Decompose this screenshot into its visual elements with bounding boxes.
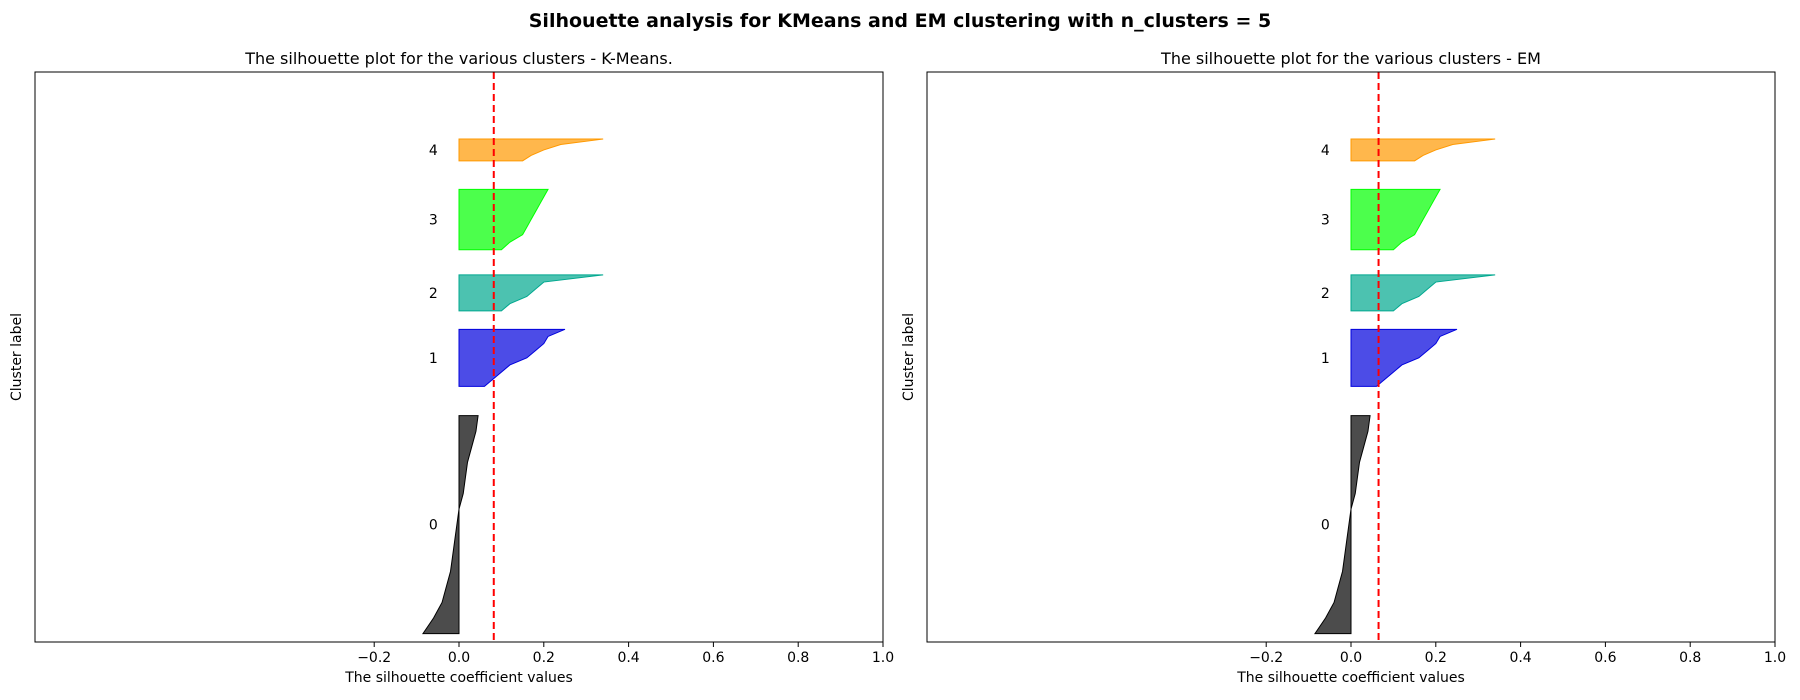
cluster-3-silhouette bbox=[458, 188, 549, 251]
x-tick-label: 1.0 bbox=[872, 650, 894, 666]
figure-suptitle: Silhouette analysis for KMeans and EM cl… bbox=[528, 10, 1272, 32]
cluster-1-silhouette bbox=[1350, 328, 1458, 387]
y-axis-label: Cluster label bbox=[9, 313, 25, 401]
silhouette-chart-kmeans: The silhouette plot for the various clus… bbox=[9, 49, 894, 686]
silhouette-chart-em: The silhouette plot for the various clus… bbox=[901, 49, 1786, 686]
x-tick-label: 0.2 bbox=[1425, 650, 1447, 666]
cluster-0-silhouette bbox=[422, 415, 479, 635]
chart-title: The silhouette plot for the various clus… bbox=[1160, 49, 1541, 68]
cluster-label-2: 2 bbox=[1321, 286, 1330, 302]
y-axis-label: Cluster label bbox=[901, 313, 917, 401]
x-axis-label: The silhouette coefficient values bbox=[1236, 670, 1465, 686]
x-tick-label: 0.4 bbox=[1509, 650, 1531, 666]
x-tick-label: 0.4 bbox=[617, 650, 639, 666]
cluster-label-1: 1 bbox=[1321, 351, 1330, 367]
cluster-1-silhouette bbox=[458, 328, 566, 387]
cluster-label-0: 0 bbox=[429, 518, 438, 534]
cluster-4-silhouette bbox=[458, 138, 604, 162]
x-tick-label: 0.8 bbox=[787, 650, 809, 666]
cluster-2-silhouette bbox=[1350, 274, 1496, 312]
chart-title: The silhouette plot for the various clus… bbox=[244, 49, 673, 68]
x-tick-label: −0.2 bbox=[1249, 650, 1283, 666]
cluster-label-3: 3 bbox=[1321, 213, 1330, 229]
cluster-0-silhouette bbox=[1314, 415, 1371, 635]
x-tick-label: 0.6 bbox=[702, 650, 724, 666]
x-tick-label: −0.2 bbox=[357, 650, 391, 666]
cluster-4-silhouette bbox=[1350, 138, 1496, 162]
cluster-3-silhouette bbox=[1350, 188, 1441, 251]
cluster-label-4: 4 bbox=[1321, 143, 1330, 159]
cluster-label-4: 4 bbox=[429, 143, 438, 159]
cluster-label-3: 3 bbox=[429, 213, 438, 229]
x-tick-label: 1.0 bbox=[1764, 650, 1786, 666]
cluster-2-silhouette bbox=[458, 274, 604, 312]
x-tick-label: 0.8 bbox=[1679, 650, 1701, 666]
cluster-label-1: 1 bbox=[429, 351, 438, 367]
x-tick-label: 0.6 bbox=[1594, 650, 1616, 666]
cluster-label-2: 2 bbox=[429, 286, 438, 302]
x-tick-label: 0.0 bbox=[1340, 650, 1362, 666]
cluster-label-0: 0 bbox=[1321, 518, 1330, 534]
x-tick-label: 0.2 bbox=[533, 650, 555, 666]
x-tick-label: 0.0 bbox=[448, 650, 470, 666]
x-axis-label: The silhouette coefficient values bbox=[344, 670, 573, 686]
